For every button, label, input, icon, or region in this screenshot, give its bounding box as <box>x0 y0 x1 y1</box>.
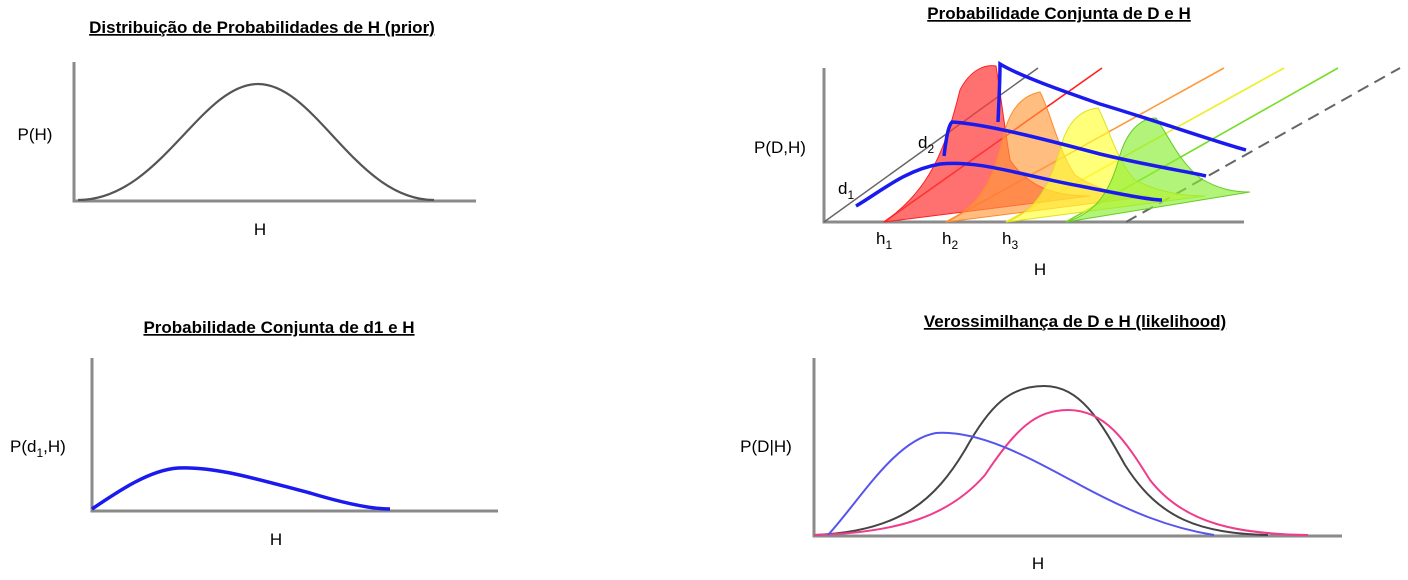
likelihood-curve-pink <box>813 408 1309 536</box>
joint-curve-d1 <box>855 161 1163 208</box>
joint-ylabel: P(D,H) <box>754 138 806 157</box>
panel-likelihood: Verossimilhança de D e H (likelihood) P(… <box>740 312 1342 573</box>
likelihood-curve-black <box>813 384 1269 536</box>
likelihood-ylabel: P(D|H) <box>740 437 792 456</box>
likelihood-title: Verossimilhança de D e H (likelihood) <box>924 312 1226 331</box>
prior-xlabel: H <box>254 220 266 239</box>
joint-xlabel: H <box>1034 260 1046 279</box>
panel-joint: Probabilidade Conjunta de D e H P(D,H) d… <box>754 4 1401 279</box>
likelihood-curve-blue <box>827 431 1215 536</box>
label-d2: d2 <box>918 133 934 156</box>
panel-prior: Distribuição de Probabilidades de H (pri… <box>18 18 476 239</box>
joint-depth-axis <box>823 67 1039 223</box>
prior-curve <box>77 82 435 202</box>
likelihood-axes <box>812 358 1342 538</box>
joint-d1-xlabel: H <box>270 530 282 549</box>
label-d1: d1 <box>838 179 854 202</box>
slice-h4 <box>1065 117 1251 223</box>
label-h3: h3 <box>1002 229 1018 252</box>
joint-d1-axes <box>90 358 498 513</box>
prior-ylabel: P(H) <box>18 125 53 144</box>
joint-curve-d2 <box>942 120 1207 178</box>
joint-curve-d3 <box>996 60 1247 152</box>
prior-axes <box>72 62 476 203</box>
likelihood-xlabel: H <box>1032 554 1044 573</box>
label-h2: h2 <box>942 229 958 252</box>
label-h1: h1 <box>876 229 892 252</box>
joint-title: Probabilidade Conjunta de D e H <box>927 4 1191 23</box>
joint-d1-curve <box>91 466 391 511</box>
rail-dashed <box>1125 67 1401 223</box>
panel-joint-d1: Probabilidade Conjunta de d1 e H P(d1,H)… <box>10 318 498 549</box>
prior-title: Distribuição de Probabilidades de H (pri… <box>89 18 435 37</box>
joint-d1-ylabel: P(d1,H) <box>10 437 66 460</box>
joint-d1-title: Probabilidade Conjunta de d1 e H <box>143 318 414 337</box>
